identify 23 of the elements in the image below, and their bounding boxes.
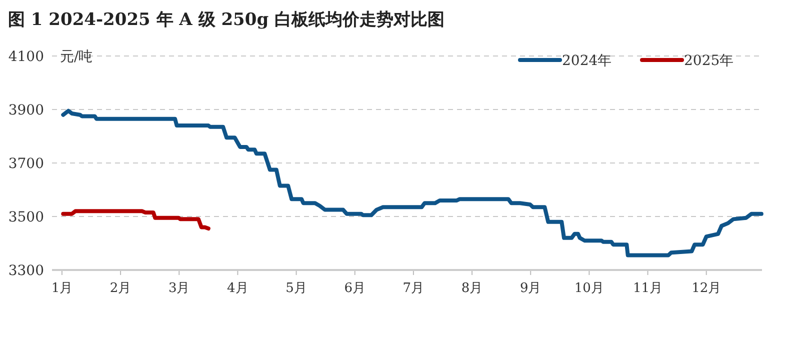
chart-title: 图 1 2024-2025 年 A 级 250g 白板纸均价走势对比图 (8, 10, 445, 30)
x-tick-label: 8月 (461, 281, 483, 296)
x-tick-label: 6月 (344, 281, 366, 296)
line-series (61, 108, 764, 258)
y-tick-label: 4100 (8, 49, 44, 65)
x-tick-label: 1月 (51, 281, 73, 296)
x-tick-label: 2月 (110, 281, 132, 296)
x-tick-label: 7月 (402, 281, 424, 296)
y-tick-label: 3900 (8, 102, 44, 118)
y-tick-label: 3300 (8, 263, 44, 279)
x-tick-label: 4月 (227, 281, 248, 296)
legend-label: 2025年 (684, 53, 734, 69)
y-tick-label: 3700 (8, 156, 44, 172)
x-tick-label: 3月 (168, 281, 190, 296)
y-tick-label: 3500 (8, 210, 44, 226)
legend-label: 2024年 (562, 53, 612, 69)
x-tick-label: 5月 (286, 281, 307, 296)
x-tick-label: 12月 (692, 281, 722, 296)
x-tick-label: 10月 (574, 281, 604, 296)
y-axis-title: 元/吨 (60, 49, 93, 65)
x-tick-label: 11月 (632, 281, 663, 296)
x-tick-label: 9月 (520, 281, 542, 296)
line-series (61, 209, 210, 231)
